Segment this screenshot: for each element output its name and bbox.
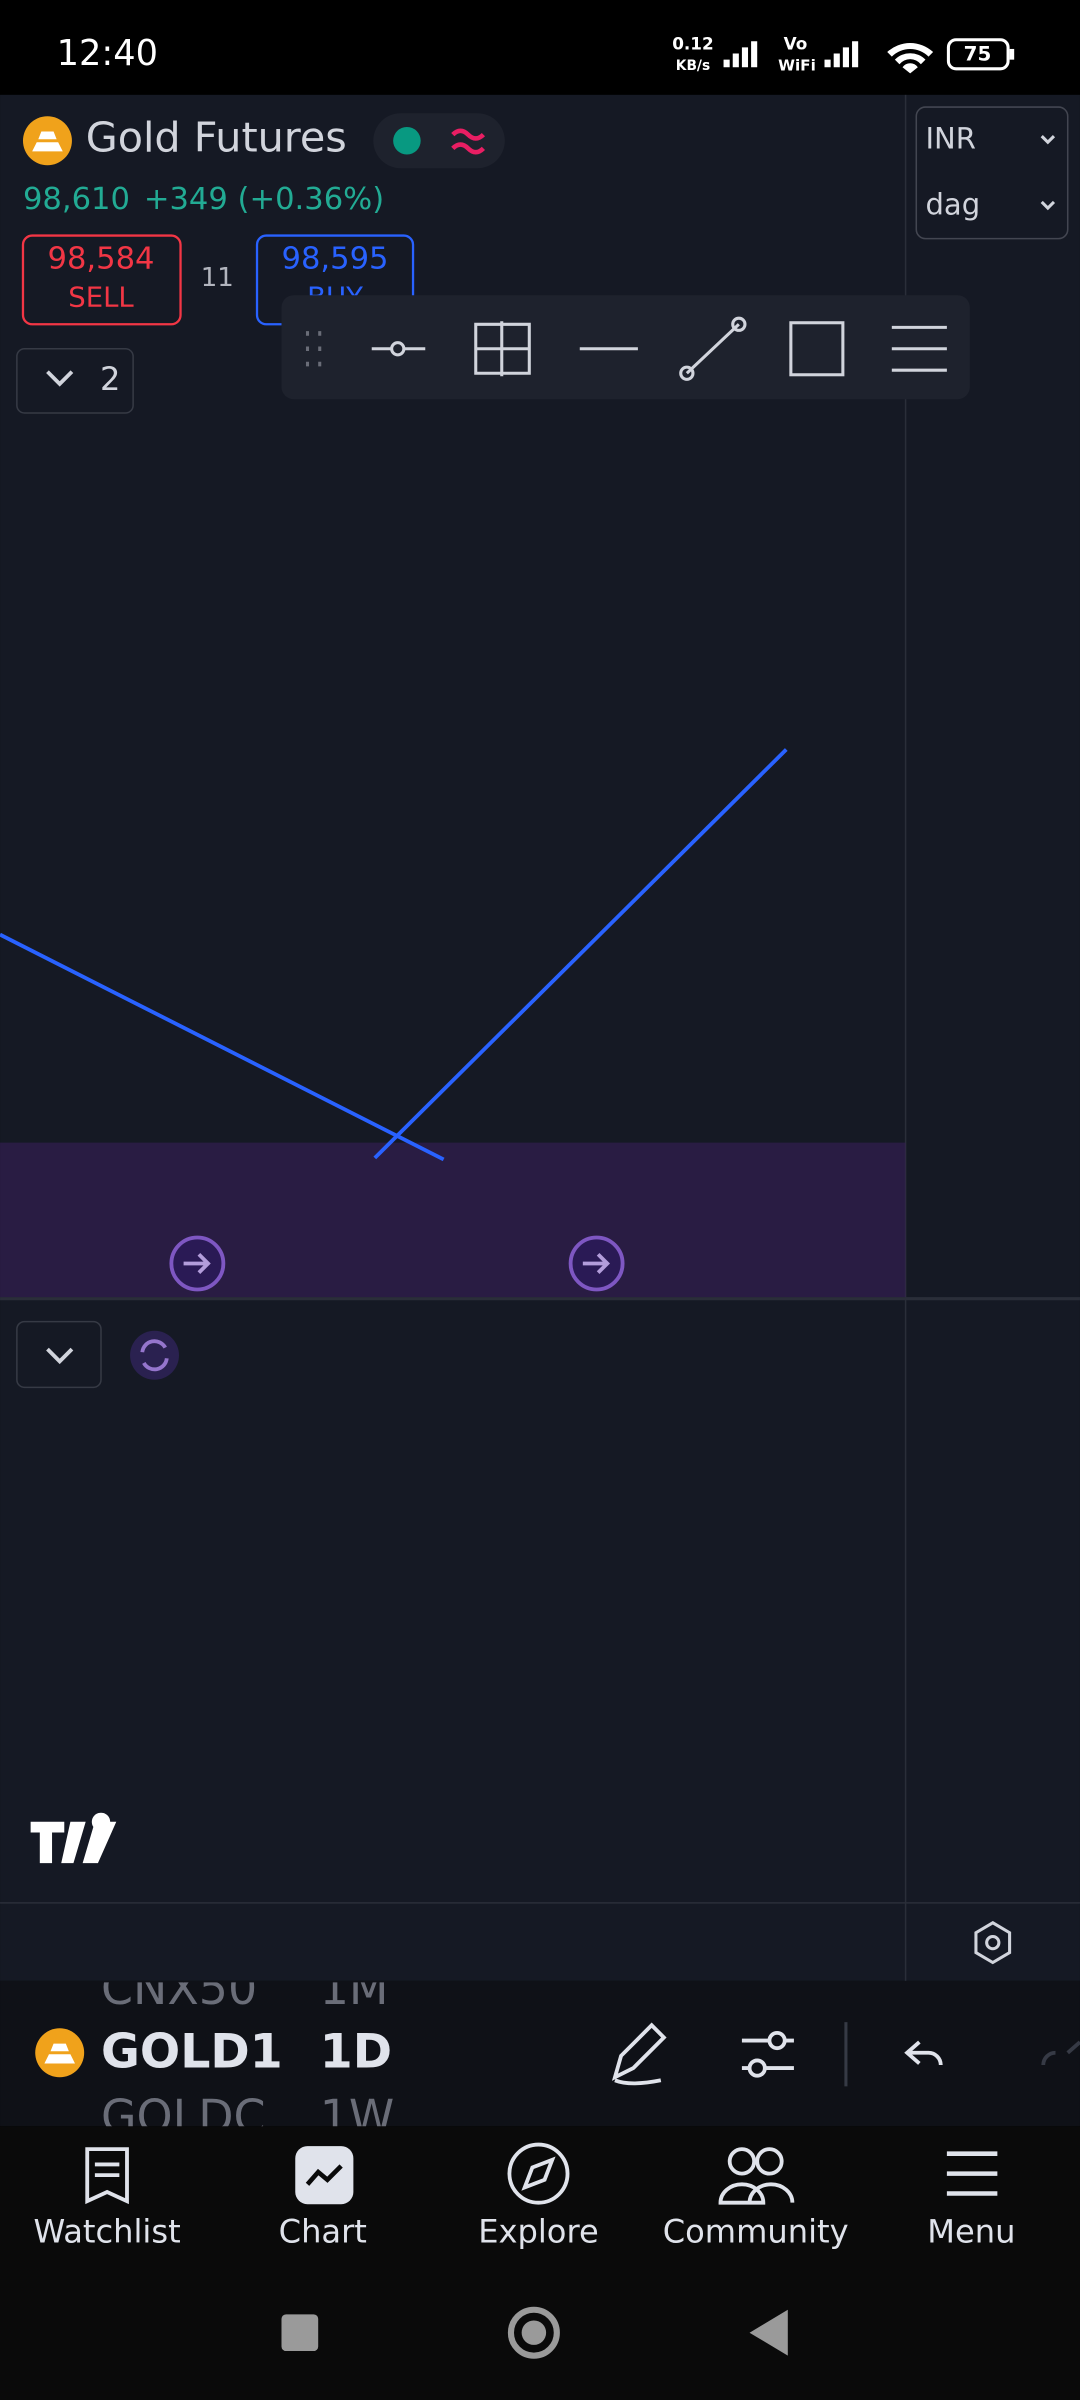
buy-price: 98,595 <box>282 242 389 277</box>
recents-button[interactable] <box>281 2314 319 2352</box>
chart-icon <box>305 2164 343 2186</box>
sell-price: 98,584 <box>47 242 154 277</box>
prev-symbol[interactable]: CNX50 <box>101 1961 257 2015</box>
symbol[interactable]: GOLD1 <box>101 2024 283 2079</box>
chart-area <box>0 94 1080 1981</box>
symbol-name[interactable]: Gold Futures <box>86 114 347 162</box>
market-open-dot <box>393 126 421 155</box>
interval-unit[interactable]: dag <box>925 188 980 222</box>
symbol-icon <box>35 2028 85 2078</box>
nav-bar <box>0 2126 1080 2400</box>
trend-line <box>0 932 445 1162</box>
tool-point <box>731 316 747 332</box>
chevron <box>46 370 74 387</box>
tool-crosshair[interactable] <box>474 321 531 377</box>
dropdown-chevrons <box>1040 135 1056 211</box>
community-bodies <box>718 2182 795 2205</box>
refresh-button[interactable] <box>130 1330 180 1380</box>
volte-label: Vo <box>784 33 808 53</box>
nav-label[interactable]: Chart <box>279 2212 367 2250</box>
settings-dot <box>985 1934 1001 1951</box>
menu-icon[interactable] <box>946 2151 998 2196</box>
undo-icon[interactable] <box>904 2040 943 2066</box>
redo-icon[interactable] <box>1041 2040 1080 2066</box>
tool-point <box>390 341 406 357</box>
nav-label[interactable]: Explore <box>478 2212 599 2250</box>
trend-line <box>373 748 788 1160</box>
interval[interactable]: 1D <box>320 2024 392 2079</box>
next-interval[interactable]: 1W <box>320 2090 395 2144</box>
status-pill[interactable] <box>373 113 505 169</box>
signal-icon <box>723 41 758 68</box>
settings-box <box>915 106 1069 240</box>
net-speed: 0.12 <box>672 33 713 53</box>
prev-interval[interactable]: 1M <box>320 1961 389 2015</box>
wifi-icon <box>887 42 934 74</box>
compass-needle <box>521 2156 556 2191</box>
watchlist-icon[interactable] <box>85 2147 129 2205</box>
community-icon <box>755 2147 784 2176</box>
tool-point <box>679 365 695 381</box>
explore-icon[interactable] <box>507 2142 570 2205</box>
battery-level: 75 <box>964 43 992 66</box>
alert-icons <box>169 1235 625 1292</box>
gold-bars <box>32 131 63 152</box>
battery-tip <box>1009 48 1015 60</box>
symbol-bar <box>0 1980 1080 2127</box>
chevron <box>46 1347 74 1365</box>
community-icon[interactable] <box>727 2147 757 2176</box>
sell-label: SELL <box>68 281 134 313</box>
delay-icon <box>451 128 486 155</box>
wifi-call-label: WiFi <box>778 56 816 74</box>
home-button[interactable] <box>507 2306 560 2359</box>
sell-button[interactable] <box>21 234 182 326</box>
settings-icon[interactable] <box>974 1920 1012 1965</box>
indicator-count: 2 <box>100 360 120 398</box>
drawing-toolbar <box>281 295 970 400</box>
next-symbol[interactable]: GOLDC <box>101 2090 266 2144</box>
refresh-icon <box>140 1339 169 1372</box>
logo <box>30 1812 117 1864</box>
nav-label[interactable]: Watchlist <box>34 2212 181 2250</box>
tool-rect[interactable] <box>789 321 845 377</box>
gold-bars <box>44 2043 75 2064</box>
signal-icon <box>824 41 859 68</box>
symbol-scroller: CNX50 1M GOLDC 1W <box>101 1961 395 2144</box>
nav-label[interactable]: Menu <box>927 2212 1015 2250</box>
zone <box>0 1142 906 1298</box>
tool-trend[interactable] <box>685 323 740 375</box>
home-dot <box>521 2320 547 2345</box>
currency[interactable]: INR <box>925 122 975 156</box>
nav-label[interactable]: Community <box>663 2212 849 2250</box>
back-button[interactable] <box>749 2309 788 2356</box>
alert-arrow <box>183 1252 211 1275</box>
symbol-icon <box>22 116 72 166</box>
clock: 12:40 <box>57 33 158 74</box>
slider-knob <box>747 2058 767 2078</box>
quantity: 11 <box>201 263 234 293</box>
drawings <box>0 748 788 1162</box>
last-price: 98,610 <box>23 182 130 217</box>
draw-icon[interactable] <box>611 2022 667 2086</box>
net-unit: KB/s <box>676 58 710 74</box>
battery-icon <box>946 38 1010 71</box>
slider-knob <box>767 2030 787 2051</box>
tool-fib[interactable] <box>891 325 947 372</box>
collapse-button[interactable] <box>16 347 134 414</box>
price-change: +349 (+0.36%) <box>144 182 384 217</box>
alert-arrow <box>582 1252 611 1275</box>
bottom-nav: Watchlist Chart Explore Community Menu <box>34 2142 1015 2250</box>
pane-collapse[interactable] <box>16 1320 102 1389</box>
